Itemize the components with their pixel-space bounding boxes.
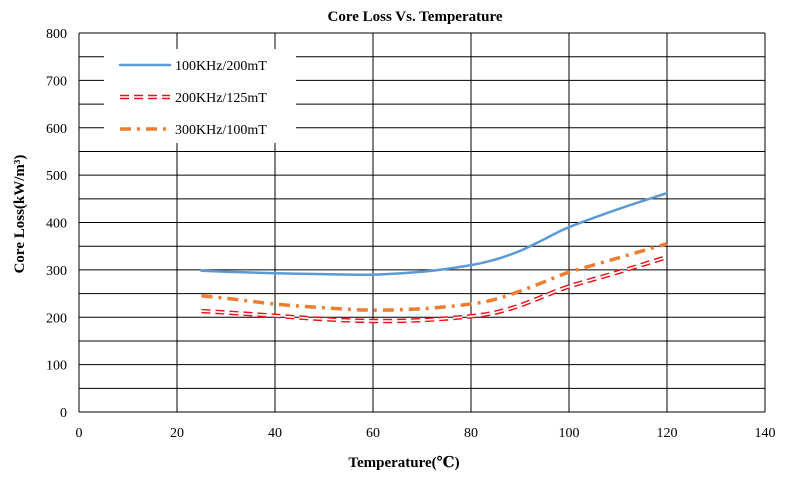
- x-tick-label: 60: [366, 426, 380, 441]
- legend-label-2: 200KHz/125mT: [175, 91, 267, 106]
- legend-label-1: 100KHz/200mT: [175, 59, 267, 74]
- x-axis-title: Temperature(℃): [348, 455, 459, 471]
- series-line-2: [201, 254, 668, 324]
- series-line-2-inner: [201, 256, 668, 322]
- y-tick-label: 100: [46, 359, 67, 374]
- chart-title: Core Loss Vs. Temperature: [327, 9, 502, 25]
- y-axis-title: Core Loss(kW/m³): [12, 155, 28, 274]
- y-tick-label: 0: [60, 406, 67, 421]
- legend-label-3: 300KHz/100mT: [175, 123, 267, 138]
- grid: [78, 32, 766, 413]
- x-tick-label: 80: [464, 426, 478, 441]
- y-tick-label: 300: [46, 264, 67, 279]
- x-tick-label: 120: [657, 426, 678, 441]
- y-tick-label: 600: [46, 122, 67, 137]
- y-tick-label: 700: [46, 74, 67, 89]
- y-tick-label: 800: [46, 27, 67, 42]
- x-tick-label: 20: [170, 426, 184, 441]
- y-tick-label: 500: [46, 169, 67, 184]
- y-tick-label: 400: [46, 217, 67, 232]
- tick-labels: 0 100 200 300 400 500 600 700 800 0 20 40 60 80 100 120…: [46, 27, 776, 441]
- series-line-3: [201, 242, 668, 312]
- x-tick-label: 140: [755, 426, 776, 441]
- x-tick-label: 0: [76, 426, 83, 441]
- series-group: [200, 191, 669, 324]
- x-tick-label: 40: [268, 426, 282, 441]
- series-line-1: [200, 191, 669, 276]
- legend: 100KHz/200mT 200KHz/125mT 300KHz/100mT: [104, 49, 296, 143]
- x-tick-label: 100: [559, 426, 580, 441]
- y-tick-label: 200: [46, 311, 67, 326]
